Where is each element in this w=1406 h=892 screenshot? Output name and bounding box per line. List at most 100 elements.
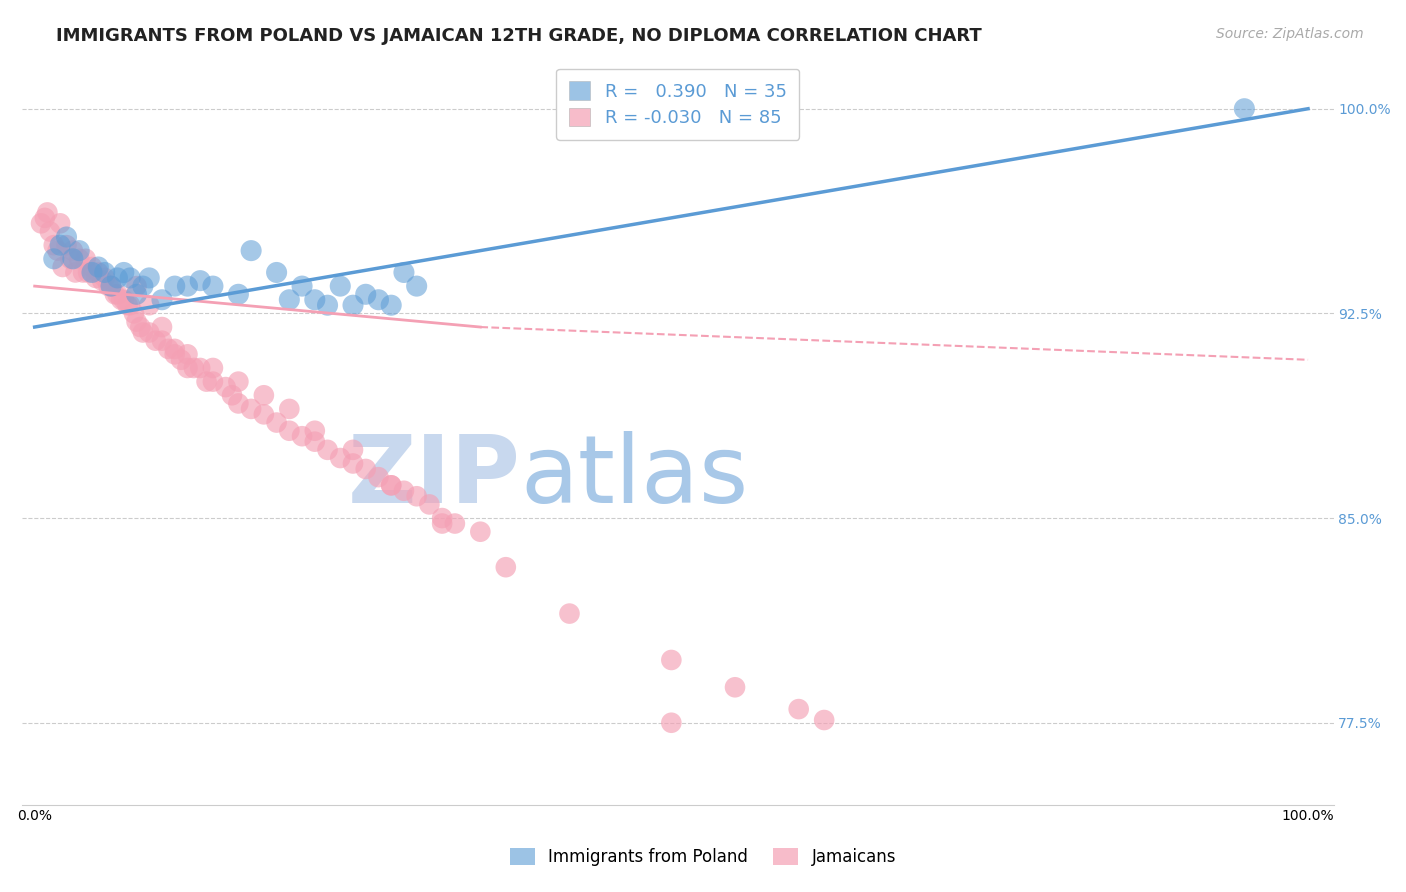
Point xyxy=(291,279,314,293)
Point xyxy=(430,511,453,525)
Point xyxy=(67,252,90,266)
Point xyxy=(163,279,186,293)
Point xyxy=(354,287,377,301)
Point xyxy=(354,462,377,476)
Point xyxy=(813,713,835,727)
Point xyxy=(120,298,142,312)
Point xyxy=(444,516,467,531)
Point xyxy=(34,211,56,225)
Point xyxy=(42,238,65,252)
Point xyxy=(342,442,364,457)
Point xyxy=(316,298,339,312)
Point xyxy=(104,287,127,301)
Point xyxy=(138,271,160,285)
Point xyxy=(240,401,263,416)
Point xyxy=(188,274,211,288)
Point xyxy=(100,279,122,293)
Point xyxy=(342,457,364,471)
Point xyxy=(125,279,148,293)
Point xyxy=(228,287,250,301)
Point xyxy=(112,265,135,279)
Point xyxy=(65,265,87,279)
Point xyxy=(392,265,415,279)
Point xyxy=(93,265,115,279)
Point xyxy=(380,478,402,492)
Point xyxy=(125,287,148,301)
Point xyxy=(430,516,453,531)
Point xyxy=(138,298,160,312)
Point xyxy=(266,416,288,430)
Point xyxy=(240,244,263,258)
Legend: R =   0.390   N = 35, R = -0.030   N = 85: R = 0.390 N = 35, R = -0.030 N = 85 xyxy=(555,69,800,140)
Legend: Immigrants from Poland, Jamaicans: Immigrants from Poland, Jamaicans xyxy=(502,840,904,875)
Point xyxy=(392,483,415,498)
Point xyxy=(132,279,155,293)
Point xyxy=(100,279,122,293)
Point xyxy=(138,326,160,340)
Point xyxy=(49,216,72,230)
Point xyxy=(201,361,224,376)
Point xyxy=(470,524,492,539)
Point xyxy=(228,375,250,389)
Text: Source: ZipAtlas.com: Source: ZipAtlas.com xyxy=(1216,27,1364,41)
Point xyxy=(558,607,581,621)
Point xyxy=(91,274,114,288)
Point xyxy=(49,238,72,252)
Text: IMMIGRANTS FROM POLAND VS JAMAICAN 12TH GRADE, NO DIPLOMA CORRELATION CHART: IMMIGRANTS FROM POLAND VS JAMAICAN 12TH … xyxy=(56,27,981,45)
Point xyxy=(80,260,103,274)
Point xyxy=(62,244,84,258)
Point xyxy=(55,238,77,252)
Text: atlas: atlas xyxy=(520,431,748,523)
Point xyxy=(380,478,402,492)
Point xyxy=(253,388,276,402)
Point xyxy=(39,225,62,239)
Point xyxy=(120,271,142,285)
Point xyxy=(316,442,339,457)
Point xyxy=(342,298,364,312)
Point xyxy=(150,293,173,307)
Point xyxy=(30,216,52,230)
Point xyxy=(117,298,139,312)
Point xyxy=(170,352,193,367)
Point xyxy=(495,560,517,574)
Point xyxy=(329,450,352,465)
Point xyxy=(122,306,145,320)
Point xyxy=(418,498,440,512)
Point xyxy=(380,298,402,312)
Point xyxy=(107,271,129,285)
Point xyxy=(367,293,389,307)
Point xyxy=(67,244,90,258)
Point xyxy=(215,380,238,394)
Point xyxy=(188,361,211,376)
Point xyxy=(278,424,301,438)
Point xyxy=(110,293,132,307)
Point xyxy=(150,320,173,334)
Point xyxy=(75,252,97,266)
Point xyxy=(221,388,243,402)
Point xyxy=(112,293,135,307)
Point xyxy=(42,252,65,266)
Point xyxy=(132,326,155,340)
Point xyxy=(176,347,198,361)
Text: ZIP: ZIP xyxy=(347,431,520,523)
Point xyxy=(201,279,224,293)
Point xyxy=(176,279,198,293)
Point xyxy=(266,265,288,279)
Point xyxy=(125,315,148,329)
Point xyxy=(228,396,250,410)
Point xyxy=(129,320,152,334)
Point xyxy=(659,715,682,730)
Point xyxy=(87,260,110,274)
Point xyxy=(201,375,224,389)
Point xyxy=(724,680,747,694)
Point xyxy=(278,401,301,416)
Point xyxy=(55,230,77,244)
Point xyxy=(367,470,389,484)
Point xyxy=(157,342,180,356)
Point xyxy=(176,361,198,376)
Point xyxy=(659,653,682,667)
Point xyxy=(183,361,205,376)
Point xyxy=(84,271,107,285)
Point xyxy=(150,334,173,348)
Point xyxy=(46,244,69,258)
